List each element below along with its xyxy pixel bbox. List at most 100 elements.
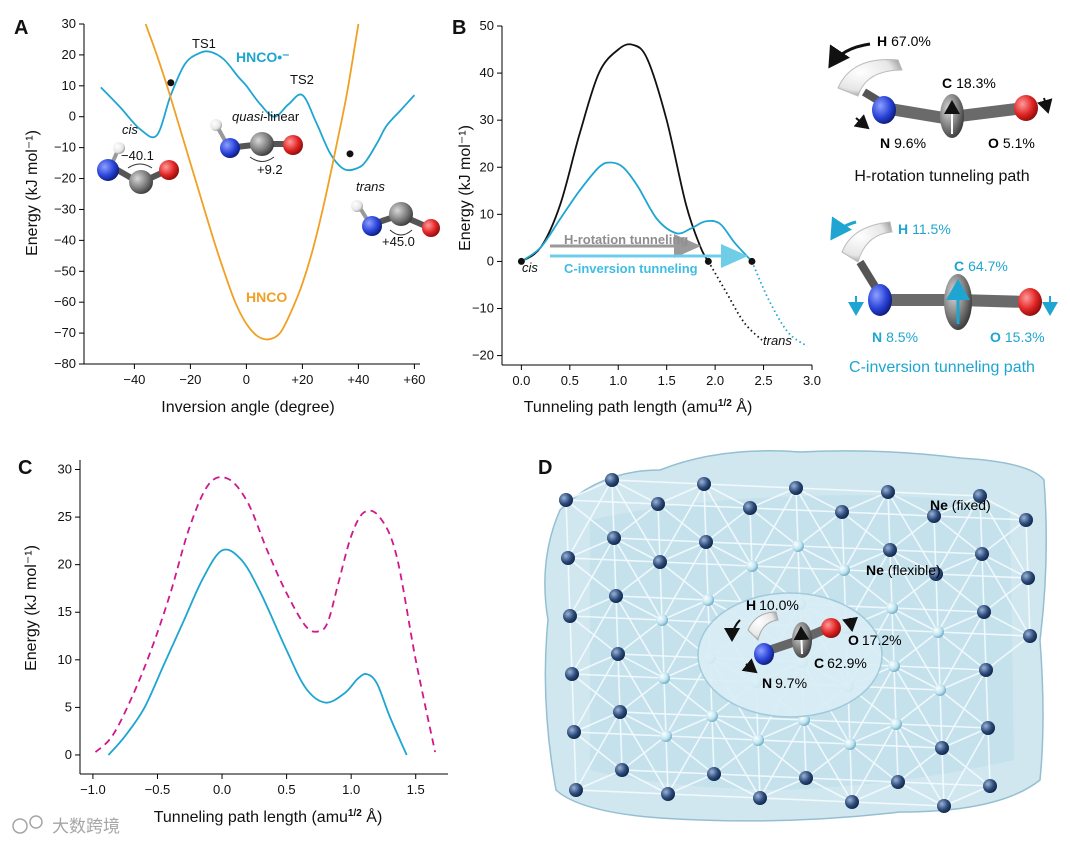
ne-atom-fixed	[651, 497, 665, 511]
ne-bond	[941, 747, 945, 807]
ne-bond	[703, 483, 797, 489]
ne-bond	[617, 653, 665, 679]
crossing-point	[346, 150, 354, 158]
ne-atom-fixed	[1021, 571, 1035, 585]
ne-bond	[841, 511, 845, 571]
o-value: 5.1%	[1003, 135, 1035, 151]
ne-atom-flexible	[932, 626, 944, 638]
y-tick-label: 0	[487, 253, 494, 268]
ne-bond	[797, 545, 891, 551]
ne-bond	[1027, 577, 1031, 637]
ne-symbol: Ne	[866, 562, 884, 578]
trans-label: trans	[356, 179, 385, 194]
ne-bond	[895, 723, 989, 729]
ne-bond	[751, 487, 797, 567]
ne-bond	[757, 719, 805, 741]
ne-bond	[933, 495, 981, 517]
ne-atom-fixed	[975, 547, 989, 561]
linear-text: -linear	[263, 109, 300, 124]
ne-bond	[805, 777, 853, 803]
xlabel-main: Tunneling path length (amu	[524, 399, 718, 416]
ne-bond	[757, 739, 761, 799]
ne-bond	[567, 537, 615, 559]
ne-bond	[667, 773, 715, 795]
ne-atom-flexible	[752, 734, 764, 746]
xlabel-sup: 1/2	[348, 808, 362, 819]
n-atom	[868, 284, 892, 316]
panel-c: C −1.0 −0.5 0.0 0.5 1.0 1.5 30 25 20 15 10 5 0 Tunne…	[18, 457, 448, 826]
panel-b-marks	[517, 43, 808, 347]
ne-bond	[939, 689, 943, 749]
panel-b-axes: 0.0 0.5 1.0 1.5 2.0 2.5 3.0 50 40 30 20 10 0 −10 −20	[472, 18, 821, 388]
ne-bond	[759, 797, 853, 803]
hrot-n-label: N 9.6%	[880, 135, 926, 151]
ne-atom-fixed	[661, 787, 675, 801]
cinv-h-label: H 11.5%	[898, 221, 951, 237]
x-tick-label: 0.0	[512, 373, 530, 388]
h-rotation-text: H-rotation tunneling	[564, 232, 688, 247]
n-symbol: N	[872, 329, 882, 345]
ne-bond	[985, 669, 989, 729]
ne-atom-flexible	[890, 718, 902, 730]
c-value: 18.3%	[956, 75, 996, 91]
c-atom	[250, 132, 274, 156]
ne-atom-fixed	[1019, 513, 1033, 527]
c-symbol: C	[814, 655, 824, 671]
molecule-trans	[351, 200, 440, 237]
ne-bond	[711, 715, 805, 721]
ne-atom-fixed	[881, 485, 895, 499]
d-h-label: H 10.0%	[746, 597, 799, 613]
ne-bond	[707, 565, 753, 601]
ne-bond	[613, 537, 661, 563]
ne-bond	[843, 549, 891, 571]
c-atom	[129, 170, 153, 194]
y-tick-label: 20	[62, 47, 76, 62]
ne-bond	[897, 781, 945, 807]
c-inversion-text: C-inversion tunneling	[564, 261, 698, 276]
panel-a-axes: −40 −20 0 +20 +40 +60 30 20 10 0 −10 −20 −30 −40 −50 −6…	[54, 16, 425, 387]
ne-bond	[573, 653, 619, 733]
ne-bond	[849, 743, 853, 803]
x-tick-label: 1.5	[658, 373, 676, 388]
ne-bond	[891, 607, 939, 633]
ne-atom-fixed	[605, 473, 619, 487]
ne-bond	[711, 715, 715, 775]
dashed-curve	[94, 476, 436, 753]
ne-bond	[661, 619, 665, 679]
ne-bond	[895, 723, 899, 783]
ne-bond	[615, 561, 661, 597]
ne-bond	[797, 511, 843, 547]
panel-a-label: A	[14, 17, 28, 39]
ne-bond	[983, 577, 1029, 613]
ne-bond	[843, 491, 889, 571]
y-tick-label: 5	[65, 699, 72, 714]
ne-bond	[895, 723, 943, 749]
ne-bond	[571, 595, 617, 675]
ne-bond	[705, 541, 753, 567]
y-tick-label: 0	[69, 109, 76, 124]
molecule-quasi-linear	[210, 119, 303, 162]
x-tick-label: 2.0	[706, 373, 724, 388]
ne-bond	[889, 549, 983, 555]
ne-atom-fixed	[1023, 629, 1037, 643]
ne-bond	[657, 483, 705, 505]
ne-atom-fixed	[891, 775, 905, 789]
h-symbol: H	[746, 597, 756, 613]
cinv-n-label: N 8.5%	[872, 329, 918, 345]
y-tick-label: −70	[54, 325, 76, 340]
panel-c-xlabel: Tunneling path length (amu1/2 Å)	[154, 807, 383, 826]
ne-bond	[939, 669, 987, 691]
ne-bond	[621, 769, 669, 795]
trans-angle: +45.0	[382, 234, 415, 249]
ne-atom-fixed	[611, 647, 625, 661]
panel-d: D Ne (fixed) Ne (flexible) H 10.0% O 17.2%…	[538, 450, 1047, 822]
ne-atom-flexible	[656, 614, 668, 626]
ne-atom-fixed	[559, 493, 573, 507]
ne-bond	[617, 619, 663, 655]
ne-bond	[661, 599, 709, 621]
ne-bond	[619, 711, 667, 737]
ne-bond	[659, 483, 705, 563]
panel-a: A −40 −20 0 +20 +40 +60 30 20 10 0 −10 −20 −30 −40 −50…	[14, 16, 440, 416]
y-tick-label: 30	[62, 16, 76, 31]
